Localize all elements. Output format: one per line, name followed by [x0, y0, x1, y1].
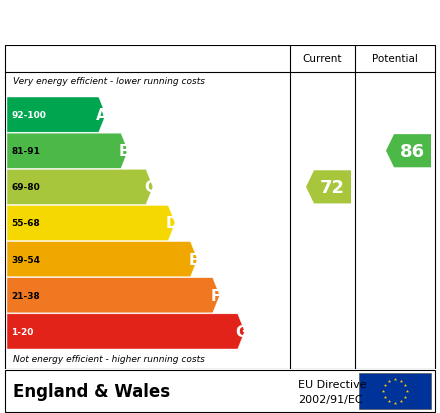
Text: 39-54: 39-54 [11, 255, 40, 264]
Text: 55-68: 55-68 [11, 219, 40, 228]
Text: England & Wales: England & Wales [13, 382, 170, 400]
Polygon shape [7, 134, 128, 169]
Text: 92-100: 92-100 [11, 111, 46, 120]
Text: 81-91: 81-91 [11, 147, 40, 156]
Text: F: F [211, 288, 221, 303]
Polygon shape [386, 135, 431, 168]
Polygon shape [7, 170, 153, 205]
Text: 2002/91/EC: 2002/91/EC [298, 394, 363, 404]
Polygon shape [7, 242, 198, 277]
Text: A: A [96, 108, 108, 123]
Text: Very energy efficient - lower running costs: Very energy efficient - lower running co… [13, 77, 205, 86]
Text: Potential: Potential [372, 55, 418, 64]
Text: E: E [189, 252, 199, 267]
Text: D: D [165, 216, 178, 231]
Text: B: B [119, 144, 130, 159]
Text: 86: 86 [400, 142, 425, 160]
Text: 72: 72 [320, 178, 345, 197]
Polygon shape [7, 206, 175, 241]
Text: 1-20: 1-20 [11, 327, 33, 336]
Polygon shape [7, 278, 220, 313]
Text: Energy Efficiency Rating: Energy Efficiency Rating [11, 13, 299, 33]
Polygon shape [7, 98, 106, 133]
Polygon shape [306, 171, 351, 204]
Text: G: G [235, 324, 247, 339]
Text: Not energy efficient - higher running costs: Not energy efficient - higher running co… [13, 355, 205, 363]
Text: EU Directive: EU Directive [298, 380, 367, 389]
Text: Current: Current [303, 55, 342, 64]
Polygon shape [7, 314, 245, 349]
Text: 21-38: 21-38 [11, 291, 40, 300]
Text: C: C [144, 180, 155, 195]
Text: 69-80: 69-80 [11, 183, 40, 192]
Bar [359, 373, 431, 409]
